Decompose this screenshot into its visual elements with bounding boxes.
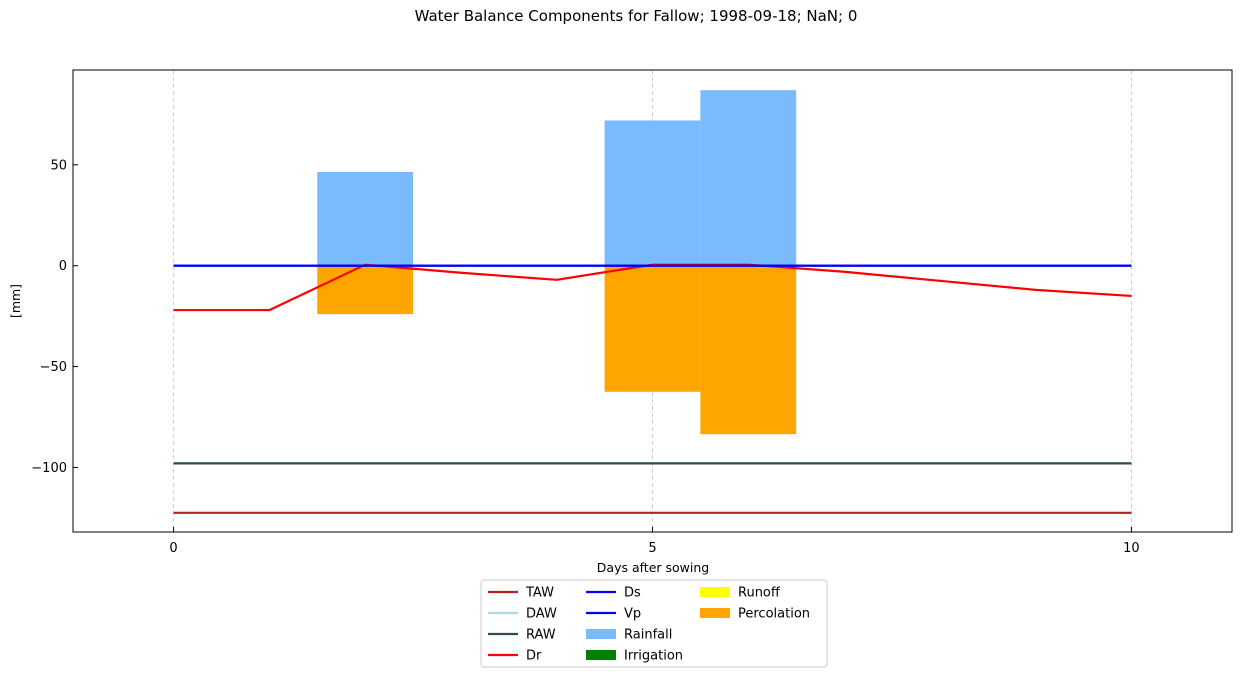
- x-tick-label: 0: [169, 541, 177, 556]
- legend-swatch-rainfall: [586, 629, 616, 639]
- y-tick-label: 50: [50, 158, 67, 173]
- legend-label-vp: Vp: [624, 607, 641, 622]
- x-axis-label: Days after sowing: [597, 560, 709, 575]
- y-axis-ticks: −100 −50 0 50: [31, 158, 78, 476]
- legend-swatch-runoff: [700, 587, 730, 597]
- x-axis-ticks: 0 5 10: [169, 527, 1140, 556]
- legend: TAW DAW RAW Dr Ds Vp Rainfall Irrigation Runoff P…: [480, 579, 828, 668]
- percolation-bar: [604, 265, 701, 392]
- legend-label-irrigation: Irrigation: [624, 649, 683, 664]
- legend-label-runoff: Runoff: [738, 586, 781, 601]
- legend-label-daw: DAW: [526, 607, 557, 622]
- legend-label-raw: RAW: [526, 628, 556, 643]
- y-tick-label: 0: [59, 259, 67, 274]
- bar-series: [317, 90, 797, 435]
- legend-swatch-irrigation: [586, 650, 616, 660]
- legend-label-rainfall: Rainfall: [624, 628, 672, 643]
- y-tick-label: −50: [40, 360, 67, 375]
- x-tick-label: 5: [648, 541, 656, 556]
- legend-label-dr: Dr: [526, 649, 542, 664]
- legend-label-ds: Ds: [624, 586, 641, 601]
- legend-swatch-percolation: [700, 608, 730, 618]
- percolation-bar: [700, 265, 797, 435]
- rainfall-bar: [604, 120, 701, 266]
- legend-label-percolation: Percolation: [738, 607, 810, 622]
- chart-title: Water Balance Components for Fallow; 199…: [415, 7, 858, 25]
- legend-label-taw: TAW: [525, 586, 554, 601]
- y-tick-label: −100: [31, 461, 67, 476]
- rainfall-bar: [317, 171, 414, 266]
- line-series: [173, 263, 1132, 514]
- rainfall-bar: [700, 90, 797, 266]
- percolation-bar: [317, 265, 414, 315]
- x-tick-label: 10: [1123, 541, 1140, 556]
- legend-box: [480, 579, 828, 668]
- y-axis-label: [mm]: [8, 284, 23, 318]
